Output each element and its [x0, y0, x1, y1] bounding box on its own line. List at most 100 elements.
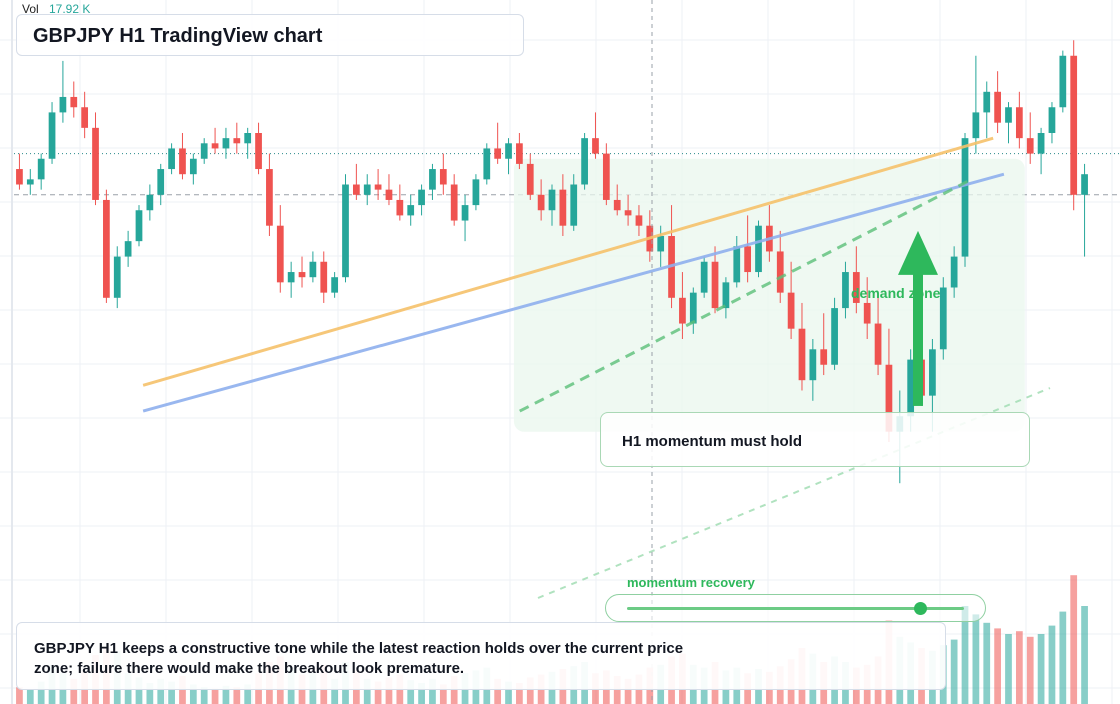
volume-bar [1015, 631, 1023, 704]
volume-bar [374, 681, 382, 704]
candlestick-series [16, 40, 1088, 484]
candle-body [81, 107, 89, 128]
candle-body [1037, 133, 1045, 154]
volume-bar [972, 614, 980, 704]
arrow-head [898, 230, 938, 275]
candle-body [548, 189, 556, 211]
candle-body [635, 215, 643, 226]
candle-body [26, 179, 34, 185]
candle-body [994, 91, 1001, 123]
candle-body [863, 302, 871, 324]
candle-body [374, 184, 382, 190]
candle-body [744, 246, 752, 273]
volume-bar [1037, 634, 1045, 704]
candle-body [287, 272, 295, 283]
candle-body [255, 133, 262, 170]
caption-panel: GBPJPY H1 keeps a constructive tone whil… [16, 622, 946, 690]
candle-body [809, 349, 817, 381]
candle-body [233, 138, 241, 144]
volume-bar [516, 683, 523, 704]
volume-bar [418, 683, 425, 704]
candle-body [168, 148, 175, 170]
arrow-shaft [913, 256, 923, 406]
candle-body [37, 158, 45, 180]
candle-body [418, 189, 425, 206]
candle-body [972, 112, 980, 139]
candle-body [135, 210, 143, 242]
candle-body [1059, 55, 1067, 108]
volume-bar [950, 639, 958, 704]
candle-body [494, 148, 502, 159]
volume-bar [200, 687, 208, 704]
candle-body [352, 184, 360, 195]
volume-bar [1026, 636, 1034, 704]
candle-body [146, 194, 154, 211]
candle-body [59, 96, 67, 113]
volume-bar [983, 622, 991, 704]
volume-bar [613, 676, 621, 704]
candle-body [711, 261, 719, 309]
candle-body [657, 236, 665, 252]
candle-body [950, 256, 958, 288]
candle-body [222, 138, 230, 149]
candle-body [581, 138, 588, 185]
candle-body [537, 194, 545, 211]
candle-body [559, 189, 567, 226]
candle-body [1005, 107, 1012, 123]
candle-body [689, 292, 697, 324]
momentum-recovery-label: momentum recovery [627, 575, 755, 590]
momentum-note-panel: H1 momentum must hold [600, 412, 1030, 467]
candle-body [483, 148, 491, 180]
candle-body [1081, 174, 1088, 195]
volume-bar [505, 681, 512, 704]
candle-body [776, 251, 784, 293]
slider-thumb[interactable] [914, 602, 928, 615]
momentum-arrow [898, 230, 938, 406]
candle-body [211, 143, 219, 149]
volume-bar [439, 684, 447, 704]
volume-bar [363, 678, 371, 704]
chart-title: GBPJPY H1 TradingView chart [33, 25, 323, 47]
candle-body [276, 225, 284, 283]
candle-body [961, 138, 969, 257]
candle-body [309, 261, 317, 278]
volume-bar [135, 677, 143, 704]
volume-bar [16, 687, 23, 704]
caption-text: GBPJPY H1 keeps a constructive tone whil… [34, 640, 684, 677]
volume-bar [1070, 575, 1078, 704]
candle-body [407, 205, 415, 216]
candle-body [200, 143, 208, 159]
volume-bar [157, 678, 165, 704]
volume-bar [385, 677, 393, 704]
candle-body [874, 323, 882, 365]
volume-bar [233, 687, 241, 704]
chart-title-panel: GBPJPY H1 TradingView chart [16, 14, 524, 56]
candle-body [722, 282, 730, 309]
volume-bar [222, 685, 230, 704]
candle-body [820, 349, 828, 365]
volume-bar [211, 688, 219, 704]
candle-body [48, 112, 56, 159]
candle-body [798, 328, 806, 381]
candle-body [592, 138, 599, 154]
candle-body [1026, 138, 1034, 154]
candle-body [929, 349, 936, 396]
volume-bar [994, 628, 1001, 704]
volume-bar [1059, 611, 1067, 704]
volume-bar [146, 683, 154, 704]
momentum-recovery-slider[interactable] [605, 594, 986, 622]
candle-body [189, 158, 197, 175]
volume-bar [331, 678, 338, 704]
candle-body [461, 205, 469, 221]
volume-bar [961, 606, 969, 704]
candle-body [331, 277, 338, 293]
volume-value: 17.92 K [49, 2, 91, 16]
trendline-blue [142, 172, 1005, 413]
demand-zone-label: demand zone [851, 285, 941, 301]
candle-body [787, 292, 795, 329]
candle-body [1015, 107, 1023, 139]
candle-body [320, 261, 328, 293]
candle-body [570, 184, 578, 226]
candle-body [602, 153, 610, 200]
volume-label: Vol [22, 2, 39, 16]
